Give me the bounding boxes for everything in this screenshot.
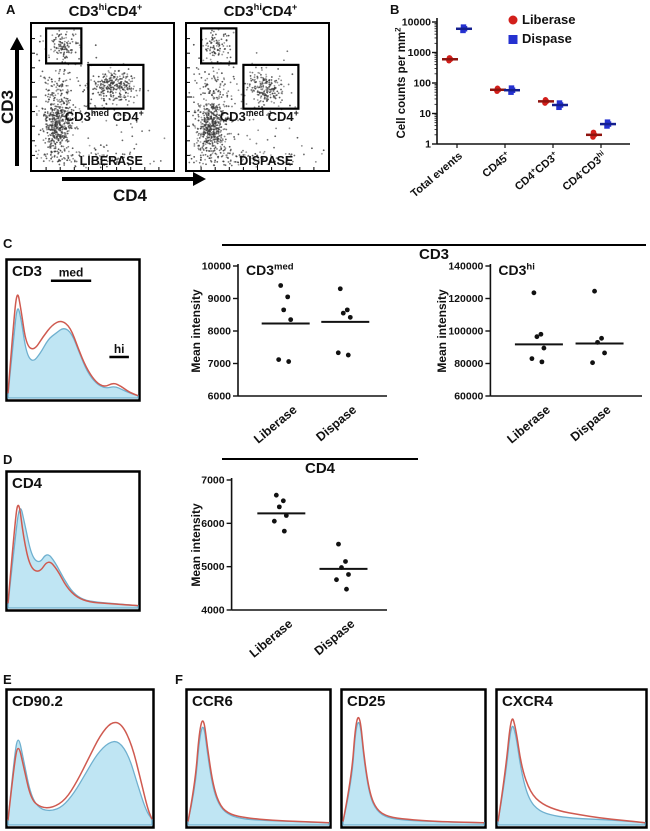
svg-text:CXCR4: CXCR4 — [502, 693, 554, 710]
svg-text:CD45+: CD45+ — [479, 148, 513, 180]
svg-text:7000: 7000 — [201, 475, 225, 487]
svg-text:CD3med: CD3med — [246, 262, 294, 278]
cd4-intensity-scatter: 4000 5000 6000 7000 Mean intensity Liberase Di… — [188, 470, 395, 668]
svg-text:6000: 6000 — [201, 518, 225, 530]
svg-text:CD4-CD3hi: CD4-CD3hi — [559, 148, 609, 193]
svg-text:7000: 7000 — [208, 358, 232, 370]
cd25-histogram: CD25 — [340, 688, 487, 829]
svg-text:1000: 1000 — [408, 47, 432, 59]
panel-e-letter: E — [3, 672, 12, 687]
svg-text:CD3hi: CD3hi — [498, 262, 534, 278]
svg-text:100000: 100000 — [448, 326, 483, 338]
gate-label-cd3hi-cd4-liberase: CD3hiCD4+ — [68, 2, 143, 20]
cd3-axis-label: CD3 — [0, 90, 17, 125]
gate-label-cd3hi-cd4-dispase: CD3hiCD4+ — [223, 2, 298, 20]
svg-text:Dispase: Dispase — [312, 617, 358, 659]
panel-a-letter: A — [6, 2, 16, 17]
svg-text:120000: 120000 — [448, 293, 483, 305]
svg-text:CD90.2: CD90.2 — [12, 693, 63, 710]
cd4-axis-label: CD4 — [112, 186, 147, 205]
svg-text:Dispase: Dispase — [568, 403, 614, 445]
cd3-header-title: CD3 — [418, 246, 449, 263]
cxcr4-histogram: CXCR4 — [495, 688, 648, 829]
svg-text:10000: 10000 — [402, 17, 431, 29]
svg-text:Mean intensity: Mean intensity — [189, 503, 203, 587]
svg-text:4000: 4000 — [201, 605, 225, 617]
ccr6-histogram: CCR6 — [185, 688, 332, 829]
cd4-axis-arrow — [62, 177, 194, 181]
svg-text:Liberase: Liberase — [504, 403, 552, 447]
dotplot-liberase: CD3med CD4+ LIBERASE — [30, 22, 175, 172]
svg-text:5000: 5000 — [201, 561, 225, 573]
cd3med-intensity-scatter: 6000 7000 8000 9000 10000 CD3med Mean intensit… — [188, 256, 395, 454]
cd3hi-intensity-scatter: 60000 80000 100000 120000 140000 CD3hi Mean in… — [434, 256, 650, 454]
svg-text:Cell counts per mm2: Cell counts per mm2 — [395, 27, 408, 139]
cd90-histogram: CD90.2 — [5, 688, 155, 829]
svg-text:6000: 6000 — [208, 391, 232, 403]
svg-text:140000: 140000 — [448, 261, 483, 273]
panel-d-letter: D — [3, 452, 13, 467]
svg-text:LIBERASE: LIBERASE — [80, 154, 143, 168]
svg-text:60000: 60000 — [454, 391, 483, 403]
svg-text:Liberase: Liberase — [522, 12, 575, 27]
svg-text:CD3: CD3 — [12, 263, 42, 280]
svg-text:CD4: CD4 — [12, 475, 43, 492]
svg-text:80000: 80000 — [454, 358, 483, 370]
cd3-header-rule — [222, 244, 646, 246]
panel-c-letter: C — [3, 236, 13, 251]
svg-text:CCR6: CCR6 — [192, 693, 233, 710]
svg-text:8000: 8000 — [208, 326, 232, 338]
dotplot-dispase: CD3med CD4+ DISPASE — [185, 22, 330, 172]
cd3-histogram: CD3 med hi — [5, 258, 141, 402]
svg-text:9000: 9000 — [208, 293, 232, 305]
svg-text:CD4+CD3+: CD4+CD3+ — [511, 148, 561, 193]
cd4-header-rule — [222, 458, 418, 460]
svg-text:10000: 10000 — [202, 261, 231, 273]
svg-text:CD3med CD4+: CD3med CD4+ — [220, 108, 299, 124]
cd4-header-title: CD4 — [304, 460, 335, 477]
svg-text:Total events: Total events — [409, 150, 465, 200]
svg-text:DISPASE: DISPASE — [239, 154, 293, 168]
svg-text:med: med — [59, 266, 84, 280]
svg-text:Dispase: Dispase — [313, 403, 359, 445]
svg-text:CD25: CD25 — [347, 693, 385, 710]
panel-b-letter: B — [390, 2, 400, 17]
svg-text:Mean intensity: Mean intensity — [435, 289, 449, 373]
cd3-axis-arrowhead-icon — [10, 37, 24, 50]
svg-text:Liberase: Liberase — [251, 403, 299, 447]
svg-text:hi: hi — [114, 342, 125, 356]
svg-text:CD3med CD4+: CD3med CD4+ — [65, 108, 144, 124]
svg-text:Liberase: Liberase — [247, 617, 295, 661]
svg-text:1: 1 — [425, 139, 431, 151]
cd4-axis-arrowhead-icon — [193, 172, 206, 186]
svg-text:100: 100 — [413, 78, 431, 90]
svg-text:10: 10 — [419, 108, 431, 120]
panel-f-letter: F — [175, 672, 183, 687]
svg-text:Mean intensity: Mean intensity — [189, 289, 203, 373]
cd3-axis-arrow — [15, 50, 19, 166]
svg-text:Dispase: Dispase — [522, 31, 572, 46]
cd4-histogram: CD4 — [5, 470, 141, 612]
